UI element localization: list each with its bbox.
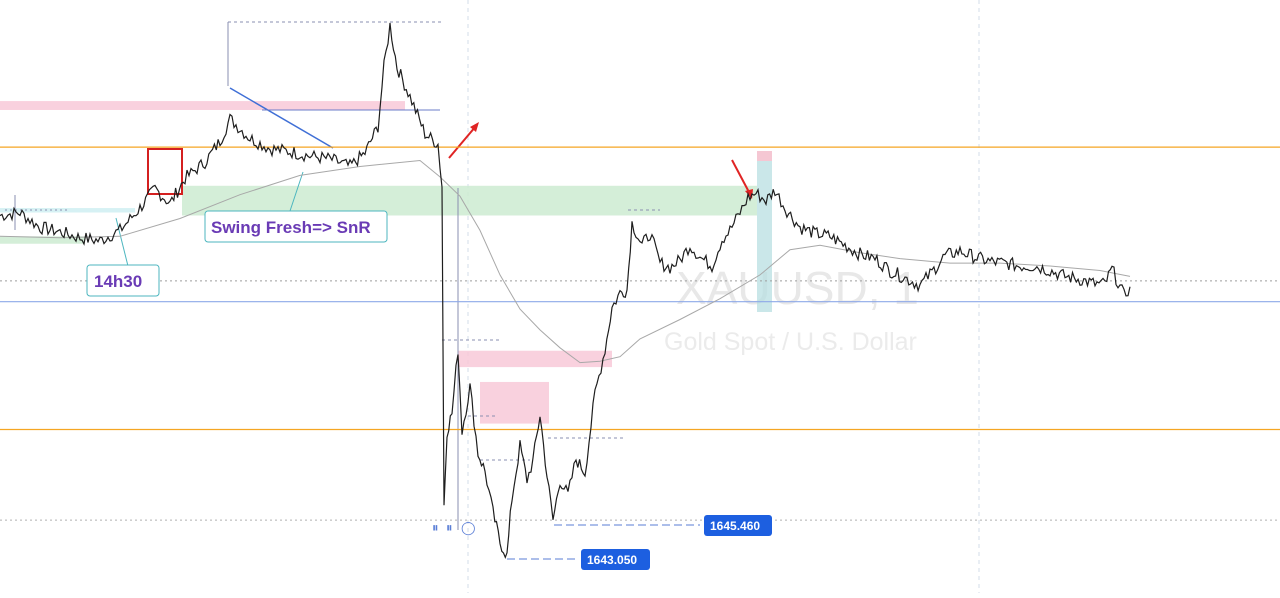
highlight-box[interactable] xyxy=(147,148,183,195)
price-label-box xyxy=(581,549,650,570)
zone-supply-low[interactable] xyxy=(480,381,549,424)
price-label-box xyxy=(704,515,772,536)
callout-connector xyxy=(115,217,129,267)
arrow-head xyxy=(470,122,479,132)
price-label-text: 1643.050 xyxy=(587,553,637,567)
callout-time-text: 14h30 xyxy=(94,272,142,291)
price-label-1643[interactable]: 1643.050 xyxy=(507,549,650,570)
alert-icon[interactable]: ⏸ xyxy=(446,520,453,535)
price-label-text: 1645.460 xyxy=(710,519,760,533)
callout-swing-text: Swing Fresh=> SnR xyxy=(211,218,371,237)
zone-supply-top-left[interactable] xyxy=(0,101,405,110)
highlight-column-top xyxy=(757,151,772,161)
callout-connector xyxy=(289,171,304,212)
alert-icon[interactable]: ⏸ xyxy=(432,520,439,535)
trendline[interactable] xyxy=(229,87,334,149)
zone-demand-left-small[interactable] xyxy=(0,236,85,244)
arrow-line[interactable] xyxy=(448,125,477,159)
moving-average-line xyxy=(0,159,1131,364)
callout-time[interactable]: 14h30 xyxy=(86,264,160,297)
zone-blue-left[interactable] xyxy=(0,208,135,213)
zone-supply-mid[interactable] xyxy=(458,350,612,368)
price-series-line xyxy=(0,22,1131,560)
price-label-1645[interactable]: 1645.460 xyxy=(554,515,772,536)
zones-layer xyxy=(0,101,757,424)
callout-box xyxy=(86,264,160,297)
chart-grid xyxy=(467,0,980,593)
horizontal-levels xyxy=(0,146,1280,521)
watermark-symbol: XAUUSD, 1 xyxy=(676,262,919,314)
watermark-description: Gold Spot / U.S. Dollar xyxy=(664,328,917,356)
watermark: XAUUSD, 1 Gold Spot / U.S. Dollar xyxy=(664,262,919,356)
callout-box xyxy=(204,210,388,243)
highlight-column[interactable] xyxy=(757,160,772,312)
alert-icon[interactable]: ◯ xyxy=(461,520,476,536)
arrow-line[interactable] xyxy=(731,159,751,195)
callout-swing[interactable]: Swing Fresh=> SnR xyxy=(204,210,388,243)
